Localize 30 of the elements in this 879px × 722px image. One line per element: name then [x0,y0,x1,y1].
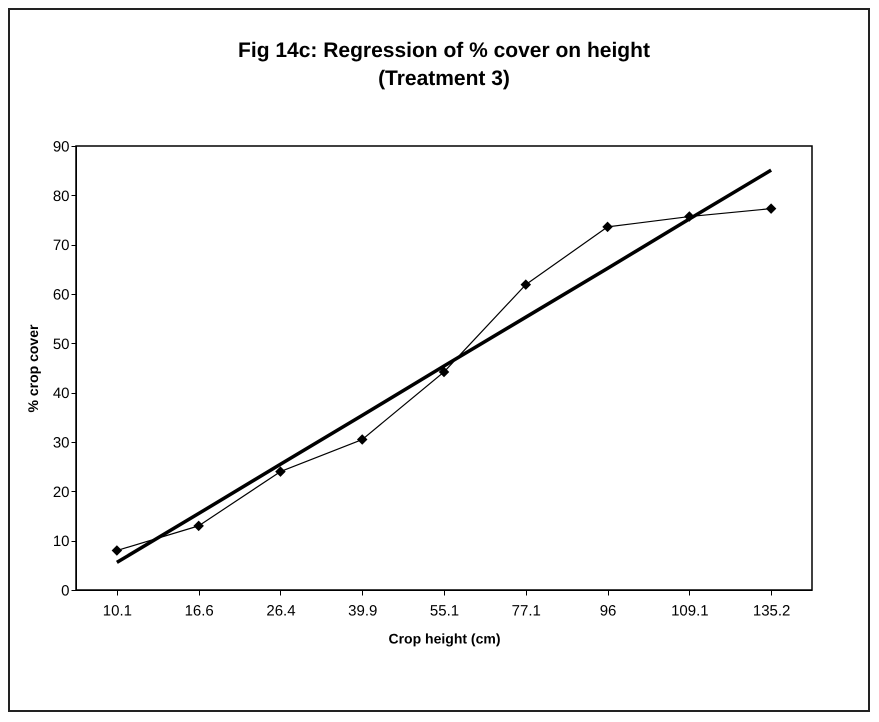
y-tick-label: 60 [52,286,70,304]
x-tick-label: 96 [600,602,616,620]
y-tick-label: 40 [52,385,70,402]
y-tick-label: 0 [61,582,70,600]
y-tick-label: 30 [52,434,70,452]
x-tick-label: 55.1 [430,602,460,620]
point [356,434,368,445]
y-axis-title: % crop cover [24,324,41,412]
x-tick-label: 39.9 [348,602,378,620]
point [112,545,122,556]
point [520,279,532,290]
y-tick-label: 70 [52,237,70,254]
y-tick-label: 90 [52,138,70,156]
y-tick-label: 20 [52,484,70,501]
point [275,466,286,477]
x-tick-label: 77.1 [512,602,541,620]
y-tick-label: 50 [52,336,70,353]
x-tick-label: 109.1 [671,602,709,620]
x-tick-label: 26.4 [266,602,296,620]
x-tick-label: 16.6 [184,602,214,620]
point [602,222,613,232]
point [193,520,204,532]
x-tick-label: 135.2 [752,602,790,620]
point [766,203,776,214]
x-axis-title: Crop height (cm) [388,630,500,646]
chart-title: Fig 14c: Regression of % cover on height (Treatment 3) [238,39,650,90]
x-tick-label: 10.1 [102,602,132,620]
point [438,366,450,378]
y-tick-label: 10 [52,533,70,550]
y-tick-label: 80 [52,188,70,205]
